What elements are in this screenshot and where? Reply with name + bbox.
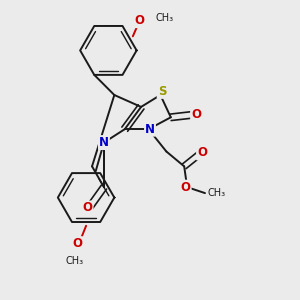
Text: N: N bbox=[99, 136, 109, 149]
Text: S: S bbox=[158, 85, 166, 98]
Text: O: O bbox=[191, 108, 201, 122]
Text: O: O bbox=[181, 181, 191, 194]
Text: O: O bbox=[72, 237, 82, 250]
Text: O: O bbox=[197, 146, 207, 160]
Text: O: O bbox=[82, 202, 93, 214]
Text: CH₃: CH₃ bbox=[208, 188, 226, 198]
Text: CH₃: CH₃ bbox=[65, 256, 83, 266]
Text: CH₃: CH₃ bbox=[156, 13, 174, 23]
Text: O: O bbox=[135, 14, 145, 27]
Text: N: N bbox=[145, 123, 155, 136]
